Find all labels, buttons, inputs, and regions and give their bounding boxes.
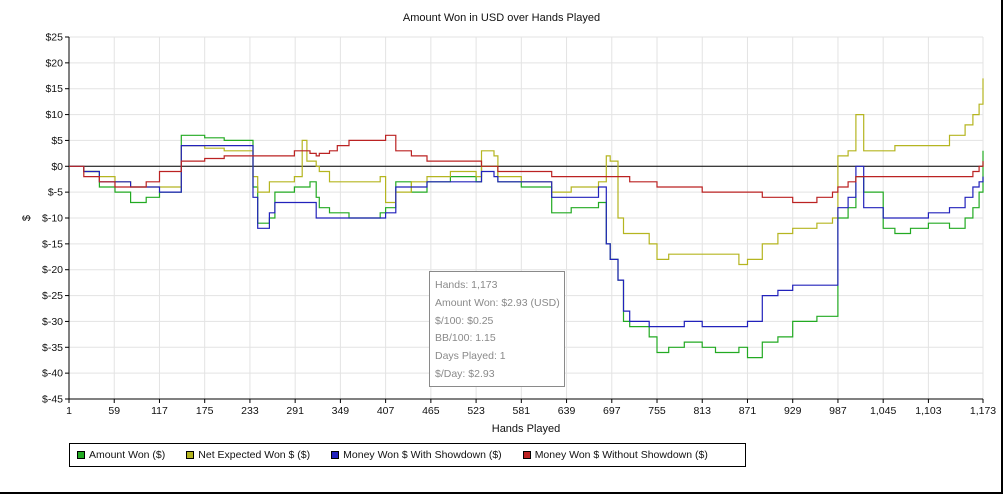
y-tick-label: $-45 [42, 394, 63, 406]
x-tick-label: 1 [66, 405, 72, 417]
y-tick-label: $-15 [42, 238, 63, 250]
series-lines [69, 78, 984, 359]
legend-swatch [522, 451, 531, 459]
legend-item-without-showdown[interactable]: Money Won $ Without Showdown ($) [522, 449, 708, 461]
legend-swatch [77, 451, 85, 459]
x-tick-label: 755 [648, 405, 666, 417]
x-tick-label: 291 [286, 405, 304, 417]
x-tick-label: 697 [603, 405, 621, 417]
x-tick-label: 1,173 [970, 405, 996, 417]
tooltip-per-100: $/100: $0.25 [435, 314, 494, 327]
tooltip-per-day: $/Day: $2.93 [435, 367, 495, 380]
legend-swatch [186, 451, 195, 459]
legend-label: Money Won $ Without Showdown ($) [534, 449, 708, 461]
y-tick-label: $-20 [42, 264, 63, 276]
legend-item-net-expected-won[interactable]: Net Expected Won $ ($) [186, 449, 310, 461]
series-line-2 [69, 145, 984, 328]
x-tick-label: 639 [558, 405, 576, 417]
chart-legend: Amount Won ($) Net Expected Won $ ($) Mo… [69, 443, 746, 467]
legend-label: Amount Won ($) [89, 449, 166, 461]
x-tick-label: 117 [151, 405, 168, 417]
y-tick-label: $5 [51, 135, 63, 147]
summary-tooltip: Hands: 1,173 Amount Won: $2.93 (USD) $/1… [429, 271, 565, 387]
tooltip-days-played: Days Played: 1 [435, 350, 506, 363]
legend-label: Net Expected Won $ ($) [198, 449, 311, 461]
y-tick-label: $0 [51, 161, 63, 173]
x-tick-label: 1,045 [870, 405, 896, 417]
x-tick-label: 1,103 [915, 405, 941, 417]
x-tick-label: 987 [829, 405, 847, 417]
x-tick-label: 523 [467, 405, 485, 417]
tooltip-bb-100: BB/100: 1.15 [435, 332, 496, 345]
y-tick-label: $-10 [42, 213, 63, 225]
legend-label: Money Won $ With Showdown ($) [343, 449, 502, 461]
x-tick-label: 581 [513, 405, 531, 417]
y-axis-title: $ [21, 215, 33, 221]
axes [65, 36, 984, 403]
y-tick-label: $10 [45, 109, 63, 121]
x-tick-label: 175 [196, 405, 214, 417]
y-tick-label: $-25 [42, 290, 63, 302]
tooltip-amount-won: Amount Won: $2.93 (USD) [435, 296, 560, 309]
axis-labels: $25 $20 $15 $10 $5 $0 $-5 $-10 $-15 $-20 $-25 $-30 $… [21, 32, 996, 436]
x-axis-title: Hands Played [492, 423, 561, 435]
y-tick-label: $-30 [42, 316, 63, 328]
y-tick-label: $15 [45, 83, 63, 95]
x-tick-label: 929 [784, 405, 802, 417]
y-tick-label: $-5 [48, 187, 63, 199]
x-tick-label: 407 [377, 405, 395, 417]
x-tick-label: 349 [332, 405, 350, 417]
y-tick-label: $20 [45, 57, 63, 69]
x-tick-label: 59 [108, 405, 120, 417]
x-tick-label: 871 [739, 405, 757, 417]
y-tick-label: $-40 [42, 368, 63, 380]
x-tick-label: 465 [422, 405, 440, 417]
tooltip-hands: Hands: 1,173 [435, 279, 498, 291]
legend-item-with-showdown[interactable]: Money Won $ With Showdown ($) [331, 449, 502, 461]
y-tick-label: $25 [45, 32, 63, 44]
y-tick-label: $-35 [42, 342, 63, 354]
legend-item-amount-won[interactable]: Amount Won ($) [77, 449, 165, 461]
x-tick-label: 233 [241, 405, 259, 417]
x-tick-label: 813 [693, 405, 711, 417]
series-line-3 [69, 134, 984, 204]
legend-swatch [331, 451, 340, 459]
chart-title: Amount Won in USD over Hands Played [402, 12, 601, 24]
